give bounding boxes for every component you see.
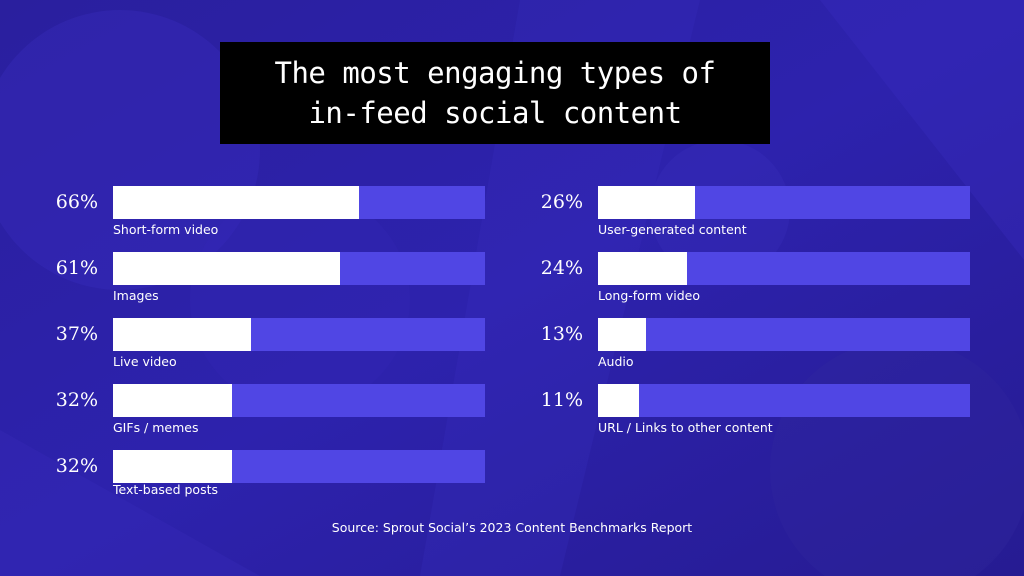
bar-track-2 bbox=[113, 318, 485, 351]
chart-title: The most engaging types of in-feed socia… bbox=[220, 42, 770, 144]
value-label-6: 24% bbox=[540, 257, 583, 279]
bar-7 bbox=[598, 318, 647, 351]
bar-track-5 bbox=[598, 186, 970, 219]
category-label-2: Live video bbox=[113, 354, 177, 369]
category-label-0: Short-form video bbox=[113, 222, 219, 237]
value-label-2: 37% bbox=[55, 323, 98, 345]
category-label-5: User-generated content bbox=[598, 222, 747, 237]
bar-2 bbox=[113, 318, 251, 351]
bar-track-7 bbox=[598, 318, 970, 351]
bar-0 bbox=[113, 186, 359, 219]
category-label-4: Text-based posts bbox=[113, 482, 219, 497]
bar-track-0 bbox=[113, 186, 485, 219]
value-label-7: 13% bbox=[540, 323, 583, 345]
bar-1 bbox=[113, 252, 340, 285]
category-label-8: URL / Links to other content bbox=[598, 420, 773, 435]
bar-track-6 bbox=[598, 252, 970, 285]
bar-track-1 bbox=[113, 252, 485, 285]
bar-5 bbox=[598, 186, 695, 219]
bar-track-4 bbox=[113, 450, 485, 483]
category-label-7: Audio bbox=[598, 354, 634, 369]
chart-title-line-1: The most engaging types of bbox=[274, 56, 716, 90]
bar-4 bbox=[113, 450, 233, 483]
category-label-3: GIFs / memes bbox=[113, 420, 199, 435]
category-label-6: Long-form video bbox=[598, 288, 701, 303]
bar-track-8 bbox=[598, 384, 970, 417]
chart-title-line-2: in-feed social content bbox=[308, 96, 682, 130]
value-label-8: 11% bbox=[540, 389, 583, 411]
value-label-4: 32% bbox=[55, 455, 98, 477]
bar-track-3 bbox=[113, 384, 485, 417]
bar-6 bbox=[598, 252, 688, 285]
value-label-5: 26% bbox=[540, 191, 583, 213]
category-label-1: Images bbox=[113, 288, 159, 303]
source-note: Source: Sprout Social’s 2023 Content Ben… bbox=[331, 520, 693, 535]
bar-8 bbox=[598, 384, 639, 417]
value-label-0: 66% bbox=[55, 191, 98, 213]
value-label-3: 32% bbox=[55, 389, 98, 411]
value-label-1: 61% bbox=[55, 257, 98, 279]
bar-3 bbox=[113, 384, 233, 417]
